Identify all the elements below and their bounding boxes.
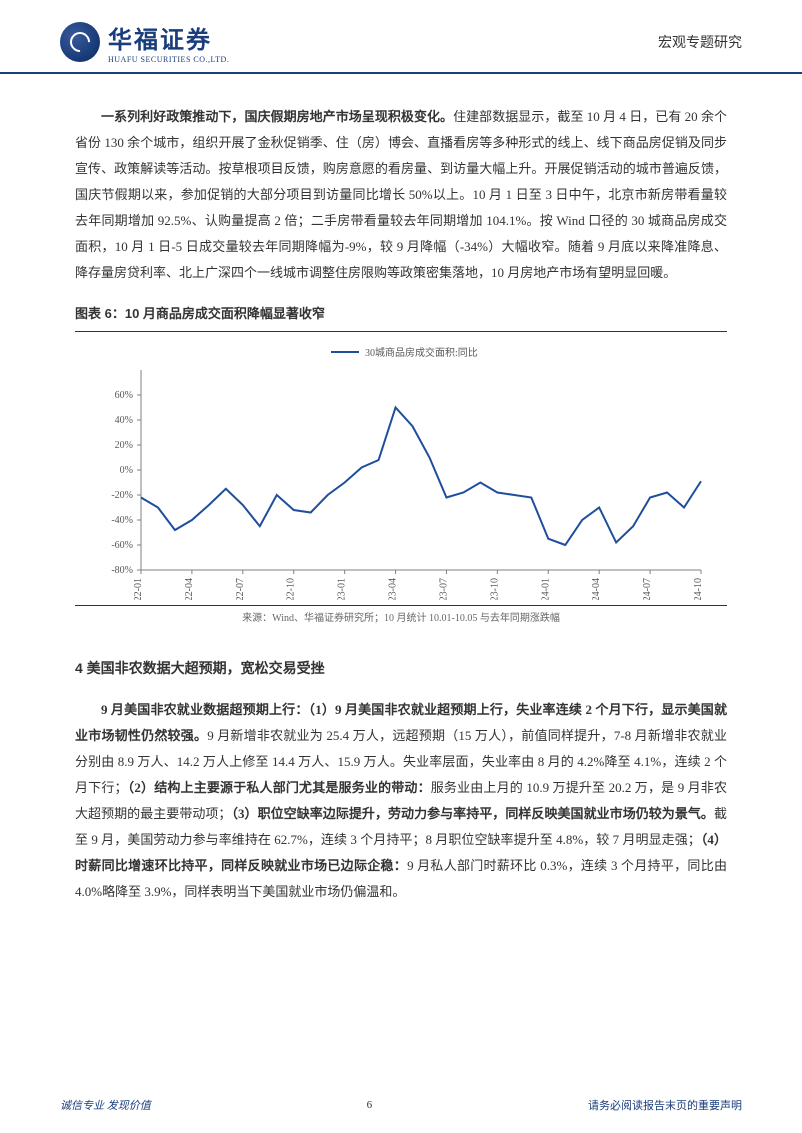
svg-text:23-04: 23-04 (388, 578, 399, 600)
footer-left: 诚信专业 发现价值 (60, 1097, 151, 1113)
chart-source: 来源：Wind、华福证券研究所；10 月统计 10.01-10.05 与去年同期… (75, 605, 727, 629)
section-4-paragraph: 9 月美国非农就业数据超预期上行：（1）9 月美国非农就业超预期上行，失业率连续… (75, 697, 727, 905)
svg-text:24-07: 24-07 (642, 578, 653, 600)
svg-text:22-07: 22-07 (235, 578, 246, 600)
svg-text:-80%: -80% (111, 565, 133, 576)
svg-text:23-10: 23-10 (489, 578, 500, 600)
svg-text:22-10: 22-10 (286, 578, 297, 600)
svg-text:40%: 40% (115, 415, 133, 426)
para1-lead: 一系列利好政策推动下，国庆假期房地产市场呈现积极变化。 (101, 109, 453, 124)
svg-text:23-07: 23-07 (438, 578, 449, 600)
svg-text:30城商品房成交面积:同比: 30城商品房成交面积:同比 (365, 346, 478, 359)
svg-text:0%: 0% (120, 465, 133, 476)
logo-area: 华福证券 HUAFU SECURITIES CO.,LTD. (60, 20, 229, 64)
logo-text: 华福证券 HUAFU SECURITIES CO.,LTD. (108, 20, 229, 64)
page-footer: 诚信专业 发现价值 6 请务必阅读报告末页的重要声明 (0, 1097, 802, 1113)
company-logo-icon (60, 22, 100, 62)
page-header: 华福证券 HUAFU SECURITIES CO.,LTD. 宏观专题研究 (0, 0, 802, 74)
s4-b3: （3）职位空缺率边际提升，劳动力参与率持平，同样反映美国就业市场仍较为景气。 (231, 806, 714, 821)
svg-text:24-10: 24-10 (693, 578, 704, 600)
svg-text:24-04: 24-04 (591, 578, 602, 600)
svg-text:60%: 60% (115, 390, 133, 401)
chart-title: 图表 6：10 月商品房成交面积降幅显著收窄 (75, 301, 727, 332)
line-chart-svg: -80% -60% -40% -20% 0% 20% 40% 60% 22-01 22-04 22-… (75, 340, 727, 600)
paragraph-1: 一系列利好政策推动下，国庆假期房地产市场呈现积极变化。住建部数据显示，截至 10… (75, 104, 727, 286)
company-name-en: HUAFU SECURITIES CO.,LTD. (108, 55, 229, 64)
svg-text:-40%: -40% (111, 515, 133, 526)
footer-disclaimer: 请务必阅读报告末页的重要声明 (588, 1097, 742, 1113)
page-number: 6 (367, 1099, 373, 1111)
s4-b2: （2）结构上主要源于私人部门尤其是服务业的带动： (128, 780, 431, 795)
svg-text:-20%: -20% (111, 490, 133, 501)
svg-text:24-01: 24-01 (540, 578, 551, 600)
svg-text:22-04: 22-04 (184, 578, 195, 600)
svg-text:23-01: 23-01 (337, 578, 348, 600)
section-4-heading: 4 美国非农数据大超预期，宽松交易受挫 (75, 654, 727, 682)
page-content: 一系列利好政策推动下，国庆假期房地产市场呈现积极变化。住建部数据显示，截至 10… (0, 74, 802, 940)
svg-text:20%: 20% (115, 440, 133, 451)
chart-6: -80% -60% -40% -20% 0% 20% 40% 60% 22-01 22-04 22-… (75, 340, 727, 600)
svg-text:22-01: 22-01 (133, 578, 144, 600)
para1-rest: 住建部数据显示，截至 10 月 4 日，已有 20 余个省份 130 余个城市，… (75, 109, 727, 280)
svg-text:-60%: -60% (111, 540, 133, 551)
company-name-cn: 华福证券 (108, 20, 229, 55)
report-type: 宏观专题研究 (658, 32, 742, 52)
